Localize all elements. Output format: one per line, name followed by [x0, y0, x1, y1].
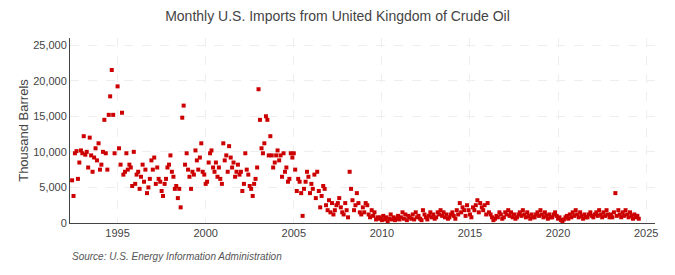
svg-text:1995: 1995 — [105, 227, 129, 239]
svg-text:2000: 2000 — [193, 227, 217, 239]
svg-text:Monthly U.S. Imports from Unit: Monthly U.S. Imports from United Kingdom… — [165, 8, 510, 24]
svg-text:0: 0 — [61, 217, 67, 229]
svg-text:15,000: 15,000 — [33, 110, 67, 122]
svg-text:2025: 2025 — [634, 227, 658, 239]
svg-text:2010: 2010 — [370, 227, 394, 239]
svg-text:Thousand Barrels: Thousand Barrels — [16, 79, 31, 182]
svg-text:20,000: 20,000 — [33, 75, 67, 87]
svg-text:2020: 2020 — [546, 227, 570, 239]
svg-text:5,000: 5,000 — [39, 181, 67, 193]
svg-text:2015: 2015 — [458, 227, 482, 239]
svg-text:2005: 2005 — [282, 227, 306, 239]
svg-text:25,000: 25,000 — [33, 39, 67, 51]
svg-text:10,000: 10,000 — [33, 146, 67, 158]
svg-text:Source: U.S. Energy Informatio: Source: U.S. Energy Information Administ… — [72, 251, 282, 262]
